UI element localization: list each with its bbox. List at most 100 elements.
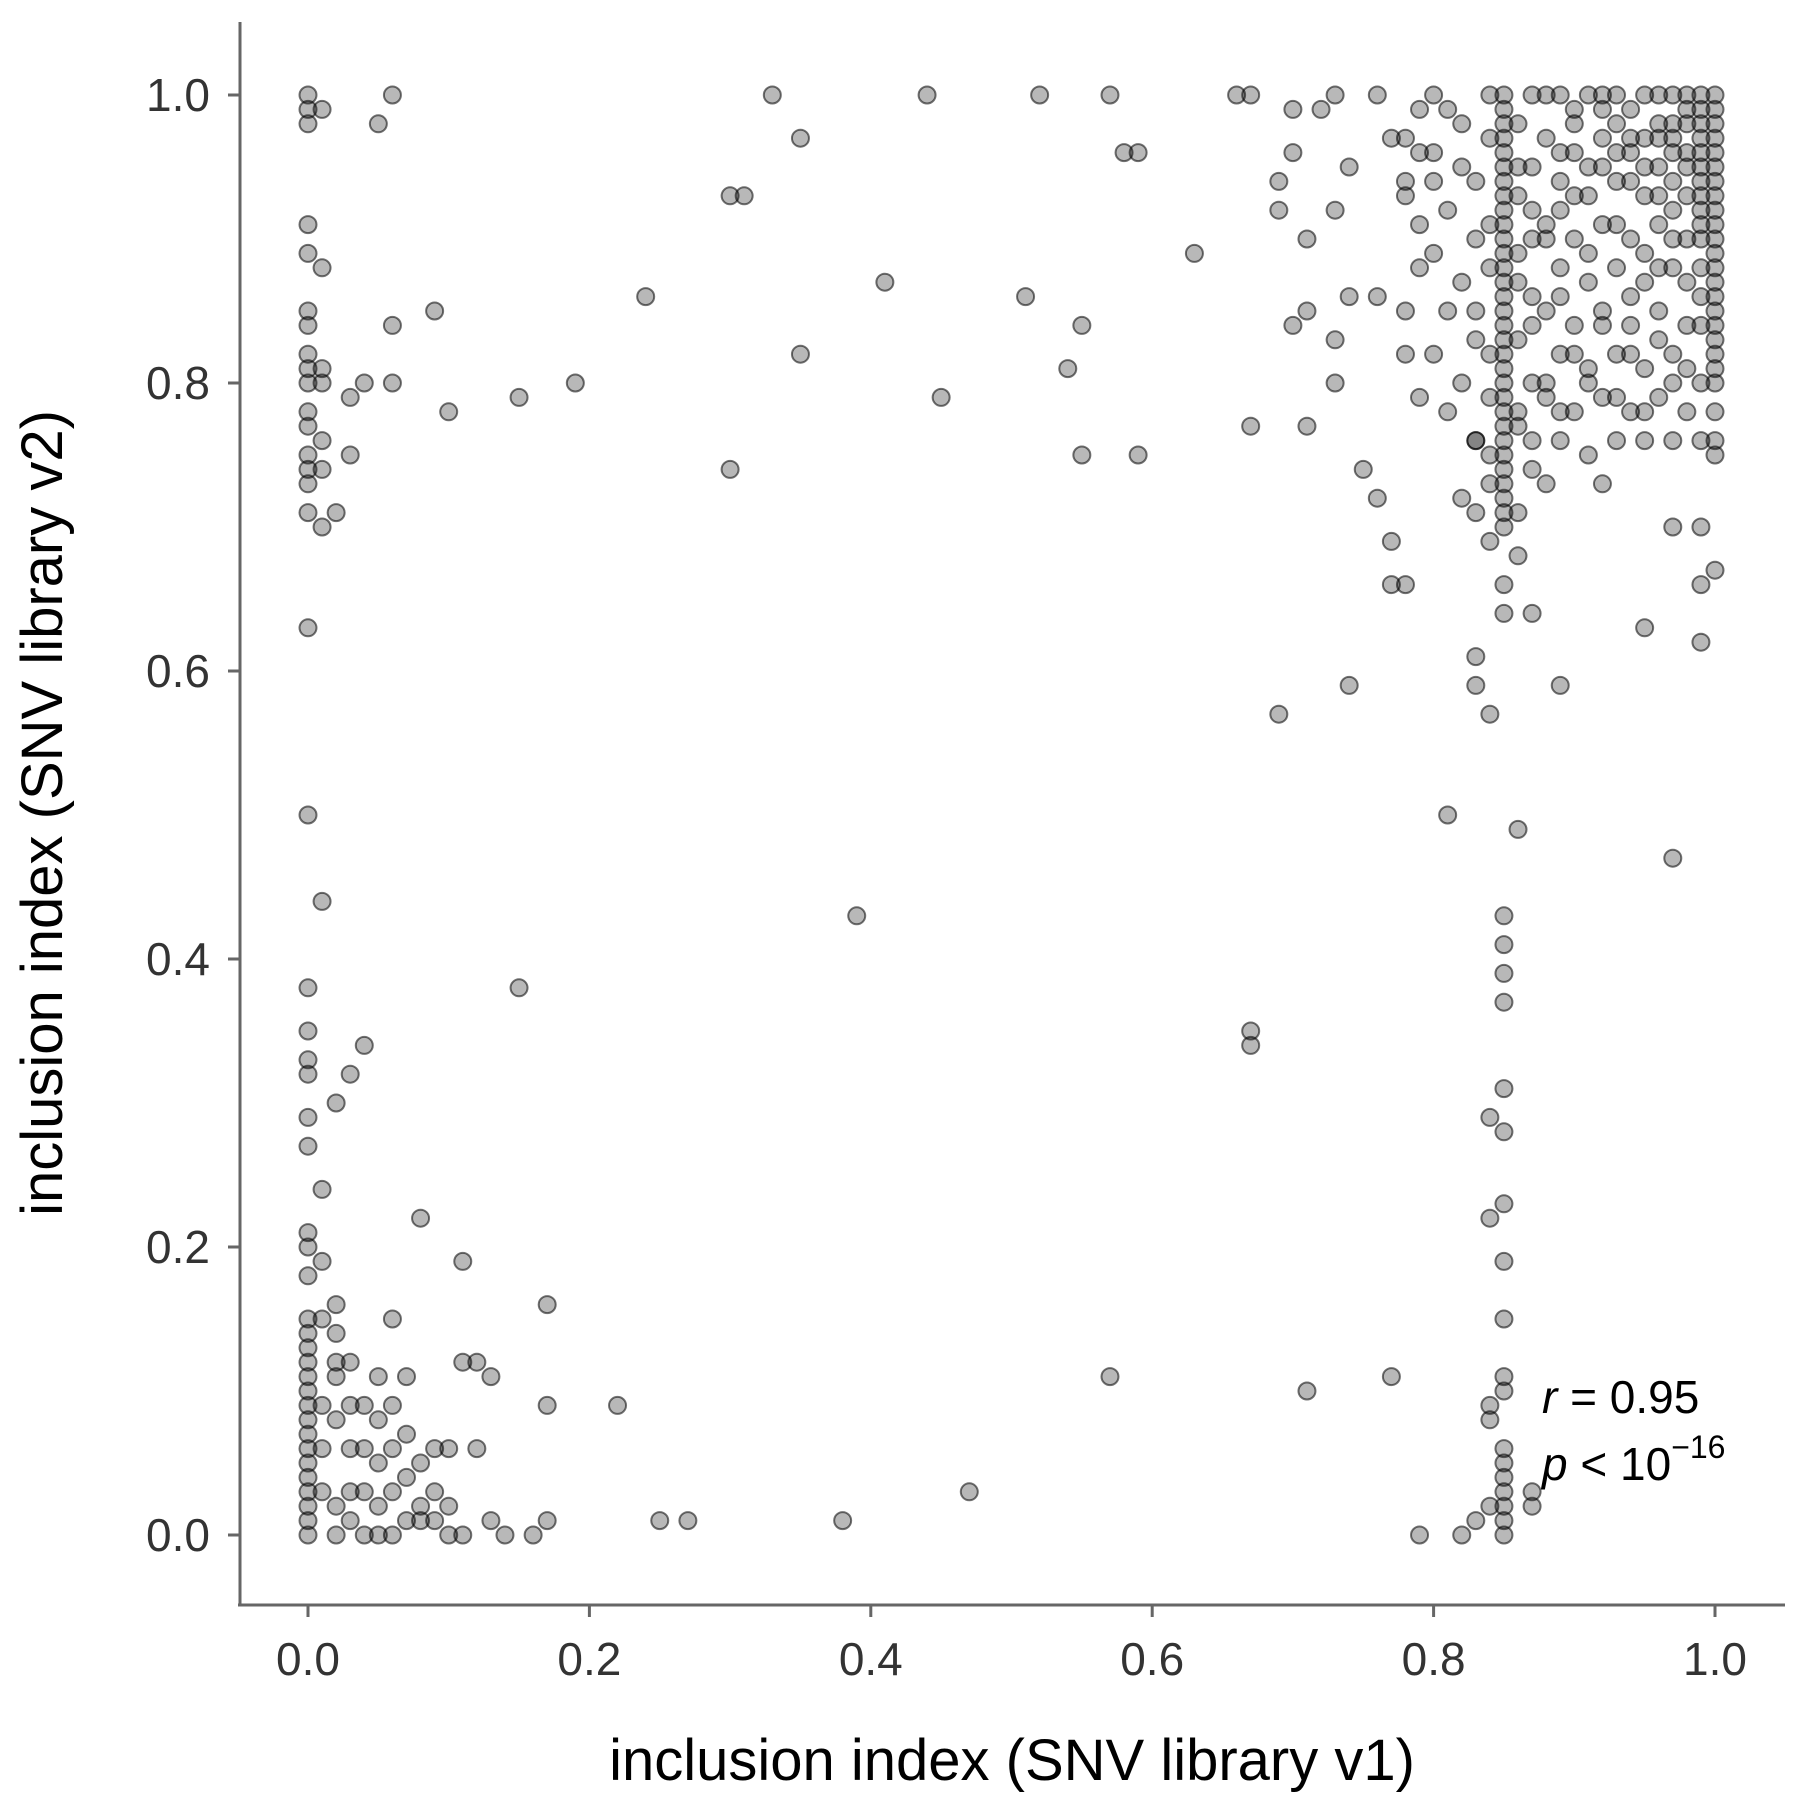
x-axis-title: inclusion index (SNV library v1) — [609, 1728, 1415, 1793]
data-point — [1494, 906, 1514, 926]
data-point — [425, 1439, 445, 1459]
points-layer — [298, 85, 1725, 1545]
data-point — [1494, 315, 1514, 335]
data-point — [1663, 848, 1683, 868]
data-point — [1536, 373, 1556, 393]
data-point — [1030, 85, 1050, 105]
data-point — [1494, 171, 1514, 191]
data-point — [1691, 114, 1711, 134]
data-point — [1550, 431, 1570, 451]
data-point — [1480, 85, 1500, 105]
data-point — [368, 1525, 388, 1545]
data-point — [1508, 114, 1528, 134]
data-point — [762, 85, 782, 105]
data-point — [1607, 85, 1627, 105]
data-point — [1494, 1453, 1514, 1473]
data-point — [1691, 632, 1711, 652]
data-point — [1480, 1208, 1500, 1228]
x-tick-label: 0.8 — [1402, 1633, 1466, 1685]
data-point — [1494, 344, 1514, 364]
data-point — [1649, 330, 1669, 350]
data-point — [720, 459, 740, 479]
data-point — [1114, 143, 1134, 163]
data-point — [1410, 387, 1430, 407]
data-point — [1663, 258, 1683, 278]
data-point — [1564, 99, 1584, 119]
data-point — [1395, 171, 1415, 191]
data-point — [368, 1453, 388, 1473]
data-point — [1691, 171, 1711, 191]
data-point — [1410, 143, 1430, 163]
data-point — [1705, 186, 1725, 206]
data-point — [1480, 1107, 1500, 1127]
data-point — [326, 1323, 346, 1343]
data-point — [453, 1352, 473, 1372]
data-point — [368, 1367, 388, 1387]
data-point — [537, 1511, 557, 1531]
data-point — [312, 1309, 332, 1329]
data-point — [368, 1410, 388, 1430]
data-point — [439, 402, 459, 422]
data-point — [1705, 373, 1725, 393]
x-tick-label: 0.0 — [276, 1633, 340, 1685]
data-point — [1494, 1251, 1514, 1271]
data-point — [1466, 330, 1486, 350]
data-point — [298, 1136, 318, 1156]
data-point — [411, 1496, 431, 1516]
data-point — [1367, 85, 1387, 105]
data-point — [298, 618, 318, 638]
data-point — [1494, 301, 1514, 321]
data-point — [326, 1410, 346, 1430]
data-point — [1550, 171, 1570, 191]
data-point — [734, 186, 754, 206]
data-point — [298, 1309, 318, 1329]
data-point — [298, 85, 318, 105]
data-point — [298, 99, 318, 119]
data-point — [537, 1295, 557, 1315]
data-point — [1494, 330, 1514, 350]
data-point — [1494, 459, 1514, 479]
x-tick-label: 1.0 — [1683, 1633, 1747, 1685]
data-point — [312, 373, 332, 393]
data-point — [1227, 85, 1247, 105]
data-point — [1494, 157, 1514, 177]
data-point — [1677, 114, 1697, 134]
data-point — [1494, 387, 1514, 407]
data-point — [1691, 373, 1711, 393]
data-point — [1522, 431, 1542, 451]
data-point — [1522, 1482, 1542, 1502]
data-point — [1705, 99, 1725, 119]
data-point — [1663, 171, 1683, 191]
data-point — [340, 1352, 360, 1372]
data-point — [1705, 287, 1725, 307]
data-point — [1677, 229, 1697, 249]
data-point — [1621, 128, 1641, 148]
data-point — [340, 445, 360, 465]
data-point — [1241, 85, 1261, 105]
data-point — [1635, 618, 1655, 638]
data-point — [1480, 258, 1500, 278]
data-point — [1508, 819, 1528, 839]
data-point — [1367, 488, 1387, 508]
data-point — [1269, 171, 1289, 191]
data-point — [354, 1482, 374, 1502]
data-point — [1494, 575, 1514, 595]
x-tick-label: 0.4 — [839, 1633, 903, 1685]
data-point — [1522, 229, 1542, 249]
data-point — [1621, 143, 1641, 163]
data-point — [298, 215, 318, 235]
data-point — [1297, 416, 1317, 436]
data-point — [382, 1395, 402, 1415]
data-point — [1705, 344, 1725, 364]
data-point — [1607, 387, 1627, 407]
data-point — [1578, 373, 1598, 393]
data-point — [1494, 1525, 1514, 1545]
data-point — [467, 1352, 487, 1372]
data-point — [1550, 200, 1570, 220]
y-tick-label: 1.0 — [146, 69, 210, 121]
data-point — [1705, 114, 1725, 134]
data-point — [1649, 387, 1669, 407]
data-point — [1705, 431, 1725, 451]
data-point — [495, 1525, 515, 1545]
data-point — [1381, 575, 1401, 595]
